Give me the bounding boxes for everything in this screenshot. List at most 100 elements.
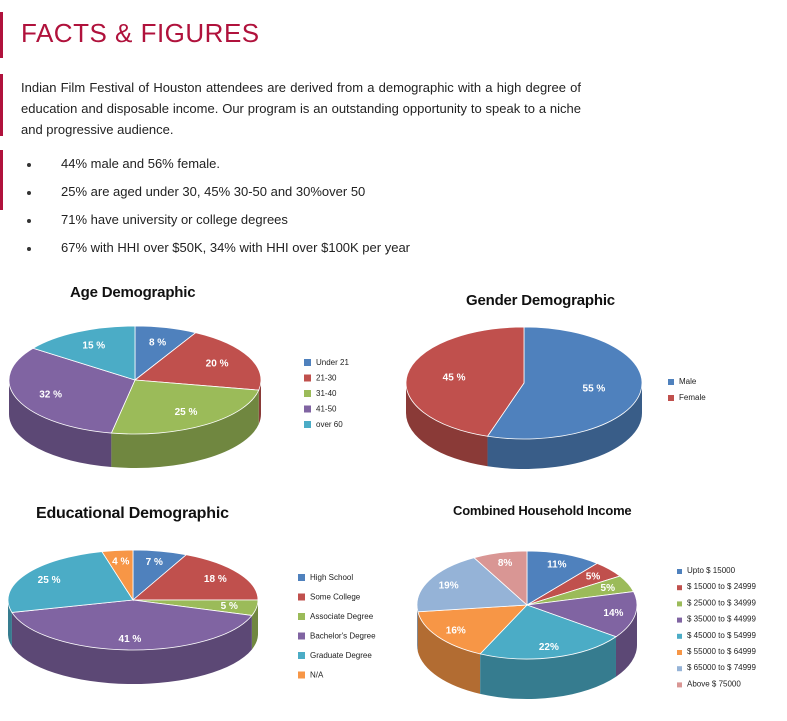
data-label: 15 % bbox=[82, 340, 105, 351]
data-label: 11% bbox=[547, 559, 567, 570]
legend-label: 31-40 bbox=[316, 389, 337, 398]
pie-slice-side bbox=[417, 605, 418, 652]
legend-swatch bbox=[304, 390, 311, 397]
legend-swatch bbox=[298, 632, 305, 640]
legend-swatch bbox=[677, 633, 682, 639]
legend-swatch bbox=[298, 574, 305, 581]
pie-chart-2: 55 % 45 % Male Female bbox=[405, 326, 706, 469]
legend-label: $ 15000 to $ 24999 bbox=[687, 582, 757, 591]
legend-swatch bbox=[298, 593, 305, 601]
legend-label: Bachelor's Degree bbox=[310, 632, 376, 641]
legend-label: $ 55000 to $ 64999 bbox=[687, 647, 757, 656]
data-label: 32 % bbox=[39, 389, 62, 400]
pie-slice-5 bbox=[7, 551, 134, 613]
legend-swatch bbox=[304, 374, 311, 382]
pie-slice-side bbox=[406, 383, 488, 467]
pie-slice-side bbox=[615, 605, 637, 677]
legend-swatch bbox=[677, 666, 682, 672]
data-label: 20 % bbox=[206, 358, 229, 369]
legend-swatch bbox=[668, 379, 674, 385]
legend-swatch bbox=[304, 359, 311, 366]
list-item: 71% have university or college degrees bbox=[21, 209, 410, 237]
data-label: 45 % bbox=[443, 373, 466, 384]
data-label: 16% bbox=[446, 625, 466, 636]
chart-legend: High School Some College Associate Degree B… bbox=[298, 573, 376, 680]
data-label: 22% bbox=[539, 642, 559, 653]
accent-rule-mid bbox=[0, 74, 3, 136]
legend-swatch bbox=[677, 650, 682, 655]
data-label: 25 % bbox=[175, 407, 198, 418]
chart-legend: Under 21 21-30 31-40 41-50 over 60 bbox=[304, 358, 349, 429]
pie-slice-3 bbox=[110, 379, 260, 435]
pie-slice-2 bbox=[133, 332, 262, 391]
pie-slice-4 bbox=[8, 347, 136, 434]
legend-swatch bbox=[298, 613, 305, 620]
list-item: 67% with HHI over $50K, 34% with HHI ove… bbox=[21, 237, 410, 265]
pie-slice-1 bbox=[486, 326, 643, 440]
age-chart-title: Age Demographic bbox=[70, 284, 196, 301]
pie-slice-2 bbox=[405, 326, 525, 437]
data-label: 5% bbox=[601, 583, 616, 594]
bullet-icon bbox=[27, 247, 31, 251]
pie-chart-3: 7 % 18 % 5 % 41 % 25 % 4 % High School Some Col… bbox=[7, 549, 376, 684]
legend-label: Female bbox=[679, 393, 706, 402]
pie-slice-side bbox=[480, 636, 616, 700]
income-chart-title: Combined Household Income bbox=[453, 503, 632, 518]
data-label: 25 % bbox=[38, 575, 61, 586]
data-label: 55 % bbox=[583, 383, 606, 394]
list-item-text: 71% have university or college degrees bbox=[61, 212, 288, 227]
legend-label: $ 45000 to $ 54999 bbox=[687, 631, 757, 640]
pie-slice-4 bbox=[11, 599, 253, 651]
data-label: 5% bbox=[586, 571, 601, 582]
chart-legend: Upto $ 15000 $ 15000 to $ 24999 $ 25000 to… bbox=[677, 566, 757, 688]
legend-swatch bbox=[677, 682, 682, 688]
pie-slice-side bbox=[8, 600, 12, 647]
pie-slice-side bbox=[487, 383, 642, 469]
bullet-icon bbox=[27, 191, 31, 195]
pie-slice-side bbox=[111, 390, 259, 468]
data-label: 18 % bbox=[204, 574, 227, 585]
legend-label: Male bbox=[679, 377, 697, 386]
data-label: 19% bbox=[439, 580, 459, 591]
pie-slice-5 bbox=[32, 325, 136, 381]
accent-rule-bottom bbox=[0, 150, 3, 210]
legend-label: 41-50 bbox=[316, 405, 337, 414]
data-label: 8% bbox=[498, 558, 513, 569]
pie-slice-7 bbox=[416, 557, 528, 613]
legend-swatch bbox=[304, 405, 311, 413]
legend-label: N/A bbox=[310, 671, 324, 680]
legend-label: $ 25000 to $ 34999 bbox=[687, 598, 757, 607]
legend-swatch bbox=[668, 395, 674, 401]
data-label: 4 % bbox=[112, 556, 129, 567]
pie-slice-side bbox=[417, 611, 481, 694]
gender-chart-title: Gender Demographic bbox=[466, 292, 615, 309]
data-label: 5 % bbox=[221, 601, 238, 612]
data-label: 7 % bbox=[146, 557, 163, 568]
legend-label: $ 65000 to $ 74999 bbox=[687, 663, 757, 672]
legend-swatch bbox=[298, 671, 305, 679]
legend-label: Upto $ 15000 bbox=[687, 566, 736, 575]
legend-label: Graduate Degree bbox=[310, 651, 372, 660]
bullet-icon bbox=[27, 163, 31, 167]
list-item: 44% male and 56% female. bbox=[21, 153, 410, 181]
list-item-text: 67% with HHI over $50K, 34% with HHI ove… bbox=[61, 240, 411, 255]
data-label: 8 % bbox=[149, 337, 166, 348]
data-label: 14% bbox=[603, 608, 623, 619]
legend-label: over 60 bbox=[316, 420, 343, 429]
data-label: 41 % bbox=[119, 634, 142, 645]
intro-paragraph: Indian Film Festival of Houston attendee… bbox=[21, 80, 581, 137]
bullet-icon bbox=[27, 219, 31, 223]
list-item-text: 44% male and 56% female. bbox=[61, 156, 220, 171]
legend-label: $ 35000 to $ 44999 bbox=[687, 615, 757, 624]
pie-slice-6 bbox=[417, 604, 528, 655]
pie-slice-8 bbox=[473, 550, 528, 606]
legend-label: Some College bbox=[310, 593, 361, 602]
legend-swatch bbox=[677, 569, 682, 574]
pie-slice-6 bbox=[101, 549, 134, 602]
legend-swatch bbox=[677, 617, 682, 623]
accent-rule-top bbox=[0, 12, 3, 58]
legend-swatch bbox=[304, 421, 311, 428]
legend-label: Above $ 75000 bbox=[687, 679, 741, 688]
legend-label: Associate Degree bbox=[310, 612, 374, 621]
